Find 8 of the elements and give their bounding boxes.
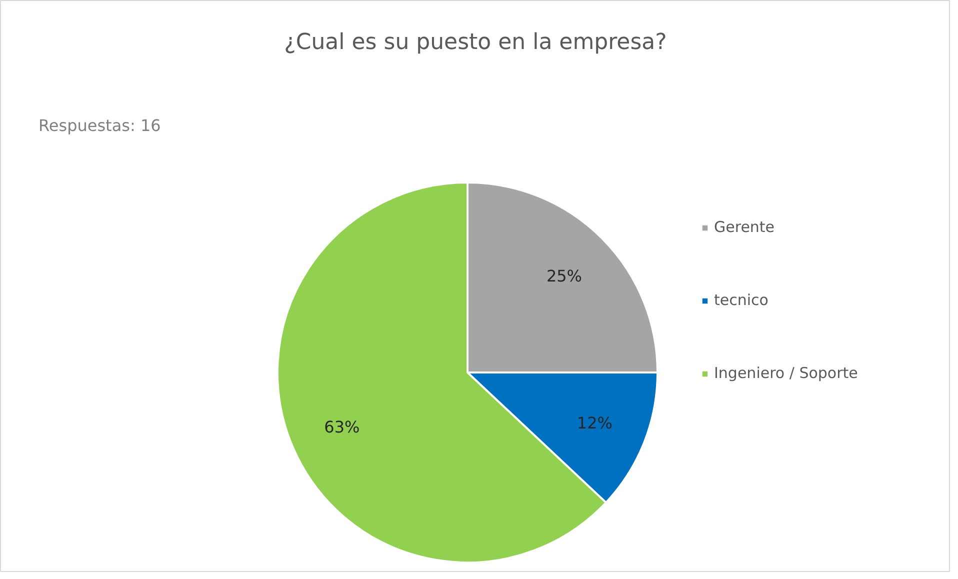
- chart-title: ¿Cual es su puesto en la empresa?: [284, 30, 667, 55]
- legend-label: Ingeniero / Soporte: [714, 364, 858, 382]
- data-label: 63%: [324, 417, 360, 436]
- text: Respuestas: 16: [38, 116, 161, 135]
- legend-label: tecnico: [714, 291, 768, 309]
- data-label: 25%: [546, 266, 582, 286]
- data-label: 12%: [576, 413, 612, 432]
- legend-label: Gerente: [714, 218, 775, 236]
